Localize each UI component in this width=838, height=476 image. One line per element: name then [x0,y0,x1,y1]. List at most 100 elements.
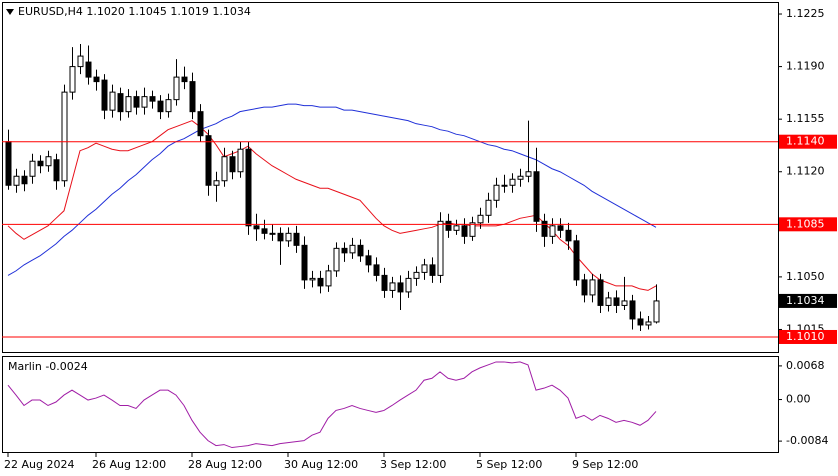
candle-body [93,76,100,83]
x-tick-label: 5 Sep 12:00 [476,458,542,471]
y-tick-label: -0.0084 [786,434,828,447]
candle-body [533,171,540,222]
x-tick-label: 22 Aug 2024 [4,458,74,471]
candle-body [157,100,164,113]
candle-body [245,148,252,227]
candle-body [517,175,524,180]
chart-title: EURUSD,H4 1.1020 1.1045 1.1019 1.1034 [18,5,251,18]
candle-body [261,228,268,234]
candle-body [293,232,300,246]
candle-body [589,279,596,296]
candle-body [349,244,356,254]
candle-body [453,225,460,231]
moving-average [7,120,657,291]
candle-body [221,156,228,182]
indicator-panel [2,356,779,453]
candle-body [645,321,652,326]
candle-body [565,229,572,242]
candle-body [613,297,620,306]
last-price-box [779,293,837,308]
level-label-box [779,329,837,344]
candle-body [237,148,244,173]
panel-menu-arrow [6,9,14,15]
candle-body [85,61,92,78]
candle-body [37,160,44,167]
candle-body [213,180,220,186]
x-tick-label: 26 Aug 12:00 [92,458,166,471]
candle-body [197,111,204,137]
y-tick-label: 0.0068 [786,359,825,372]
candle-body [493,184,500,201]
candle-body [365,255,372,266]
candle-body [509,178,516,186]
level-label: 1.1010 [786,330,825,343]
candle-body [133,96,140,108]
level-label: 1.1140 [786,135,825,148]
candle-body [181,76,188,83]
y-tick-label: 1.1050 [786,270,825,283]
candle-body [429,264,436,276]
candle-body [373,264,380,276]
y-tick-label: 1.1225 [786,7,825,20]
candle-body [165,99,172,113]
candle-body [69,66,76,93]
candle-body [101,79,108,111]
candle-body [341,247,348,254]
level-label: 1.1085 [786,217,825,230]
candle-body [125,96,132,113]
candle-body [437,220,444,276]
candle-body [21,175,28,185]
level-label-box [779,134,837,149]
candle-body [557,225,564,231]
candle-body [309,277,316,281]
candle-body [229,156,236,173]
candle-body [117,93,124,113]
candle-body [357,244,364,257]
x-tick-label: 28 Aug 12:00 [188,458,262,471]
candle-body [397,282,404,293]
candle-body [333,247,340,272]
candle-body [573,240,580,281]
candle-body [405,277,412,293]
candle-body [629,300,636,320]
y-tick-label: 1.1155 [786,112,825,125]
candle-body [605,297,612,306]
candle-body [149,96,156,102]
candle-body [501,184,508,187]
candle-body [621,300,628,306]
candle-body [325,270,332,287]
candle-body [317,277,324,287]
candle-body [277,232,284,242]
candle-body [173,76,180,101]
candle-body [301,244,308,281]
x-tick-label: 9 Sep 12:00 [572,458,638,471]
candle-body [381,274,388,291]
candle-body [597,279,604,306]
indicator-line [7,361,657,449]
level-label-box [779,217,837,232]
moving-average [7,103,657,276]
candle-body [269,232,276,235]
candle-body [77,55,84,68]
candle-body [45,156,52,167]
candle-body [205,135,212,186]
candle-body [13,175,20,186]
candle-body [461,225,468,237]
candle-body [549,225,556,237]
y-tick-label: 0.00 [786,393,811,406]
candle-body [61,91,68,182]
candle-body [413,271,420,279]
price-panel [2,2,779,353]
candle-body [285,232,292,242]
candle-body [525,171,532,177]
indicator-title: Marlin -0.0024 [8,360,88,373]
candle-body [653,300,660,323]
candle-body [421,264,428,273]
x-tick-label: 3 Sep 12:00 [380,458,446,471]
candle-body [189,81,196,113]
candle-body [469,222,476,237]
last-price-label: 1.1034 [786,294,825,307]
candle-body [541,220,548,237]
candle-body [253,225,260,230]
